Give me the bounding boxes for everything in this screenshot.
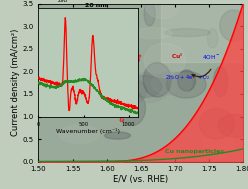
Text: 298: 298 bbox=[57, 0, 67, 3]
X-axis label: E/V (vs. RHE): E/V (vs. RHE) bbox=[113, 175, 168, 184]
Ellipse shape bbox=[204, 128, 234, 158]
Ellipse shape bbox=[111, 78, 147, 105]
Ellipse shape bbox=[108, 70, 131, 96]
Ellipse shape bbox=[144, 2, 155, 26]
Ellipse shape bbox=[166, 71, 206, 98]
Ellipse shape bbox=[165, 29, 210, 36]
Ellipse shape bbox=[218, 114, 248, 137]
Text: Cu$^{II}$: Cu$^{II}$ bbox=[171, 52, 184, 61]
X-axis label: Wavenumber (cm⁻¹): Wavenumber (cm⁻¹) bbox=[56, 129, 120, 134]
Ellipse shape bbox=[135, 28, 172, 39]
Ellipse shape bbox=[80, 24, 125, 44]
Ellipse shape bbox=[152, 72, 192, 95]
Text: 20 nm: 20 nm bbox=[85, 3, 107, 8]
Ellipse shape bbox=[220, 10, 248, 41]
Ellipse shape bbox=[59, 125, 99, 144]
Ellipse shape bbox=[105, 132, 130, 139]
Bar bbox=[161, 4, 243, 62]
Ellipse shape bbox=[144, 43, 186, 77]
Ellipse shape bbox=[119, 91, 146, 125]
Ellipse shape bbox=[199, 108, 234, 139]
Ellipse shape bbox=[146, 0, 179, 19]
Ellipse shape bbox=[120, 95, 136, 114]
Ellipse shape bbox=[143, 63, 171, 97]
Ellipse shape bbox=[72, 22, 99, 50]
Ellipse shape bbox=[213, 67, 228, 97]
Y-axis label: Current density (mA/cm²): Current density (mA/cm²) bbox=[11, 29, 20, 136]
Ellipse shape bbox=[123, 73, 170, 103]
Text: Cu nanoparticles: Cu nanoparticles bbox=[165, 149, 224, 154]
Ellipse shape bbox=[207, 29, 218, 48]
Ellipse shape bbox=[127, 75, 161, 98]
Text: CuO nanostructures: CuO nanostructures bbox=[120, 53, 143, 122]
FancyArrowPatch shape bbox=[192, 69, 211, 77]
Text: 2H$_2$O + 4e$^-$ + O$_2$: 2H$_2$O + 4e$^-$ + O$_2$ bbox=[165, 73, 210, 82]
Ellipse shape bbox=[178, 70, 196, 91]
Text: 4OH$^-$: 4OH$^-$ bbox=[202, 53, 221, 61]
